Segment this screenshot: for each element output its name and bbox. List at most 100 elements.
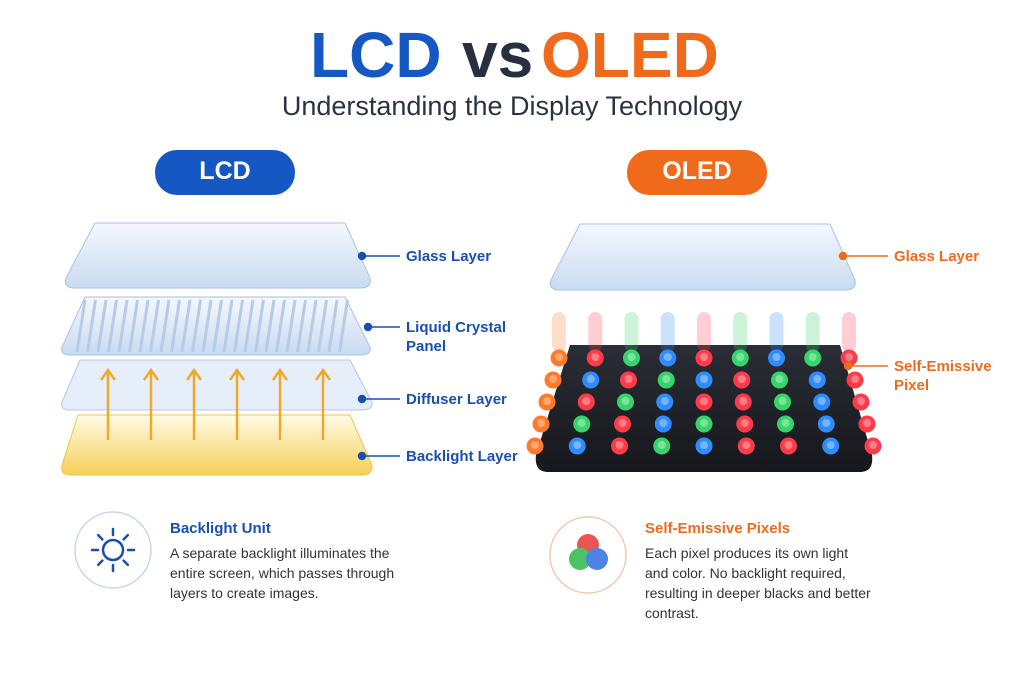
pixel-highlight	[618, 419, 627, 427]
pixel-glow	[769, 312, 784, 352]
crystal-stripe	[128, 299, 139, 353]
crystal-stripe	[75, 299, 87, 353]
pixel	[695, 371, 713, 389]
pixel	[568, 437, 586, 455]
pixel-highlight	[740, 419, 749, 427]
pixel	[804, 349, 822, 367]
crystal-stripe	[170, 299, 181, 353]
info-body: A separate backlight illuminates the ent…	[170, 545, 395, 601]
pixel	[582, 371, 600, 389]
arrow	[228, 367, 246, 440]
pixel-highlight	[813, 375, 822, 383]
layer-label: Glass Layer	[406, 248, 492, 265]
pixel	[544, 371, 562, 389]
layer-label: Diffuser Layer	[406, 391, 507, 408]
pixel-highlight	[869, 441, 877, 449]
pixel-highlight	[543, 397, 551, 405]
arrow	[142, 367, 160, 440]
pixel-highlight	[863, 419, 871, 427]
rgb-icon	[569, 534, 608, 570]
pixel	[780, 437, 797, 455]
pixel	[611, 437, 628, 455]
pixel	[617, 393, 634, 411]
pixel	[550, 349, 568, 367]
pixel-glow	[552, 312, 566, 352]
lcd-badge: LCD	[199, 157, 251, 185]
pixel	[695, 393, 713, 411]
crystal-stripe	[159, 299, 171, 353]
pixel-highlight	[657, 441, 666, 449]
pixel-glow	[805, 312, 820, 352]
layer-label: Liquid Crystal Panel	[406, 319, 507, 355]
crystal-stripe	[149, 299, 160, 353]
pixel-highlight	[700, 397, 708, 405]
info-title: Backlight Unit	[170, 520, 271, 537]
pixel-glow	[624, 312, 639, 352]
pixel-highlight	[700, 441, 708, 449]
arrow	[99, 367, 117, 440]
pixel-highlight	[772, 353, 781, 361]
pixel-highlight	[775, 375, 784, 383]
pixel	[695, 437, 713, 455]
sun-icon	[90, 527, 136, 573]
subtitle: Understanding the Display Technology	[281, 91, 743, 121]
lcd-leaders	[357, 251, 400, 461]
pixel-highlight	[700, 375, 708, 383]
sun-ray	[122, 533, 130, 541]
crystal-stripe	[233, 299, 244, 353]
pixel-highlight	[624, 375, 633, 383]
pixel-highlight	[537, 419, 545, 427]
pixel	[614, 415, 631, 433]
crystal-stripe	[264, 299, 276, 353]
layer-label: Self-Emissive Pixel	[894, 358, 992, 394]
pixel	[695, 415, 713, 433]
pixel	[656, 393, 674, 411]
layer-label: Glass Layer	[894, 248, 980, 265]
pixel	[653, 437, 671, 455]
diffuser-layer	[61, 359, 373, 411]
crystal-stripe	[275, 299, 286, 353]
crystal-stripe	[138, 299, 150, 353]
pixel	[573, 415, 591, 433]
pixel-highlight	[555, 353, 563, 361]
pixel	[822, 437, 840, 455]
pixel	[577, 393, 595, 411]
crystal-stripe	[222, 299, 234, 353]
pixel	[659, 349, 677, 367]
pixel	[695, 349, 713, 367]
pixel	[813, 393, 831, 411]
crystal-stripe	[338, 299, 349, 353]
pixel	[733, 371, 751, 389]
pixel	[623, 349, 640, 367]
crystal-stripe	[107, 299, 118, 353]
oled-badge: OLED	[662, 157, 732, 185]
pixel-highlight	[573, 441, 582, 449]
arrow	[271, 367, 289, 440]
crystal-stripe	[96, 299, 108, 353]
pixel	[774, 393, 791, 411]
pixel	[858, 415, 876, 433]
pixel-highlight	[621, 397, 630, 405]
pixel	[731, 349, 749, 367]
pixel-highlight	[531, 441, 539, 449]
pixel	[532, 415, 550, 433]
pixel	[777, 415, 794, 433]
crystal-stripe	[191, 299, 202, 353]
sun-ray	[96, 559, 104, 567]
oled-glass-layer	[549, 223, 856, 291]
sun-ray	[96, 533, 104, 541]
title-lcd: LCD	[310, 19, 442, 91]
arrow	[314, 367, 332, 440]
pixel-highlight	[784, 441, 793, 449]
pixel	[864, 437, 882, 455]
pixel-highlight	[808, 353, 817, 361]
pixel	[771, 371, 788, 389]
pixel-highlight	[739, 397, 748, 405]
glass-layer	[64, 222, 371, 289]
crystal-stripe	[117, 299, 129, 353]
pixel	[586, 349, 604, 367]
pixel	[734, 393, 752, 411]
info-body: Each pixel produces its own light and co…	[645, 545, 871, 621]
